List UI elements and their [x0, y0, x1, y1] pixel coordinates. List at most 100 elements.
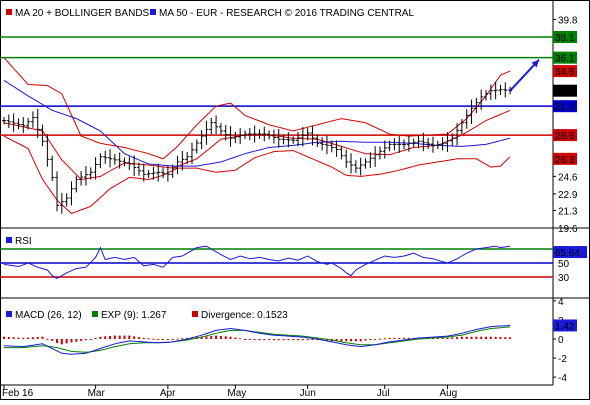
macd-divergence-bar [383, 338, 386, 340]
bollinger-upper-line [3, 57, 511, 160]
macd-divergence-bar [186, 337, 189, 339]
price-tick-label: 21.3 [558, 206, 578, 217]
macd-divergence-bar [234, 337, 237, 339]
macd-divergence-bar [253, 339, 256, 340]
macd-divergence-bar [268, 339, 271, 341]
macd-divergence-bar [494, 336, 497, 339]
price-legend-label: MA 50 - EUR - RESEARCH © 2016 TRADING CE… [159, 8, 414, 19]
macd-divergence-bar [239, 338, 242, 340]
macd-tick-label: 0 [558, 335, 564, 346]
price-level-tag-box [553, 152, 577, 165]
macd-divergence-bar [65, 339, 68, 344]
macd-divergence-bar [162, 339, 165, 340]
macd-divergence-bar [157, 339, 160, 340]
last-price-box [553, 84, 577, 97]
macd-divergence-bar [335, 339, 338, 342]
price-tick-label: 24.6 [558, 172, 578, 183]
price-level-tag-box [553, 100, 577, 113]
macd-divergence-bar [46, 338, 49, 340]
macd-divergence-bar [89, 339, 92, 340]
macd-divergence-bar [311, 339, 314, 341]
macd-divergence-bar [460, 336, 463, 339]
macd-divergence-bar [142, 337, 145, 339]
macd-last-box [553, 319, 577, 332]
macd-legend-swatch [192, 311, 198, 317]
macd-divergence-bar [359, 339, 362, 342]
macd-divergence-bar [374, 339, 377, 340]
macd-legend-label: Divergence: 0.1523 [201, 310, 288, 321]
macd-divergence-bar [36, 336, 39, 339]
macd-divergence-bar [350, 339, 353, 342]
bollinger-lower-line [3, 135, 511, 215]
macd-divergence-bar [301, 339, 304, 341]
macd-divergence-bar [306, 339, 309, 341]
macd-exp-line [4, 326, 511, 353]
macd-divergence-bar [166, 339, 169, 340]
price-level-tag-label: 26.3 [555, 155, 575, 166]
macd-divergence-bar [80, 339, 83, 341]
macd-divergence-bar [499, 336, 502, 339]
rsi-tick-label: 30 [558, 273, 570, 284]
macd-divergence-bar [398, 337, 401, 339]
rsi-last-label: 65.64 [555, 248, 580, 259]
macd-divergence-bar [17, 337, 20, 339]
macd-divergence-bar [325, 339, 328, 341]
macd-divergence-bar [340, 339, 343, 342]
macd-divergence-bar [287, 339, 290, 341]
macd-divergence-bar [56, 339, 59, 344]
macd-divergence-bar [258, 339, 261, 341]
price-level-tag-label: 31.4 [555, 102, 575, 113]
macd-divergence-bar [451, 337, 454, 339]
macd-divergence-bar [378, 338, 381, 340]
macd-divergence-bar [465, 336, 468, 339]
macd-divergence-bar [27, 337, 30, 339]
macd-divergence-bar [244, 339, 246, 340]
macd-divergence-bar [3, 336, 5, 339]
rsi-legend-label: RSI [15, 236, 32, 247]
macd-divergence-bar [345, 339, 348, 342]
x-tick-label: May [227, 388, 246, 399]
macd-divergence-bar [297, 339, 300, 341]
price-legend-swatch [150, 9, 156, 15]
macd-legend-label: MACD (26, 12) [15, 310, 82, 321]
macd-legend-label: EXP (9): 1.267 [101, 310, 167, 321]
price-level-tag-box [553, 51, 577, 64]
macd-divergence-bar [51, 339, 54, 341]
macd-divergence-bar [248, 339, 251, 340]
macd-divergence-bar [436, 337, 439, 339]
x-tick-label: Jun [300, 388, 316, 399]
macd-divergence-bar [113, 335, 116, 339]
macd-divergence-bar [388, 337, 391, 339]
macd-divergence-bar [446, 337, 449, 339]
x-tick-label: Jul [377, 388, 390, 399]
ma20-line [3, 109, 511, 181]
macd-divergence-bar [485, 336, 487, 339]
macd-divergence-bar [224, 336, 227, 339]
macd-divergence-bar [200, 336, 203, 339]
macd-divergence-bar [509, 337, 512, 339]
macd-tick-label: -4 [558, 373, 567, 384]
price-tick-label: 22.9 [558, 190, 578, 201]
macd-tick-label: 4 [558, 297, 564, 308]
price-level-tag-box [553, 65, 577, 78]
forecast-arrow-head [531, 59, 540, 68]
x-tick-label: Mar [88, 388, 106, 399]
macd-divergence-bar [137, 337, 140, 339]
macd-divergence-bar [470, 336, 473, 339]
macd-divergence-bar [133, 336, 136, 339]
macd-divergence-bar [12, 337, 15, 339]
rsi-tick-label: 50 [558, 259, 570, 270]
macd-divergence-bar [272, 339, 275, 341]
x-tick-label: Apr [160, 388, 176, 399]
macd-divergence-bar [403, 337, 406, 339]
last-price-label: 32.9 [555, 87, 575, 98]
price-level-tag-label: 36.1 [555, 54, 575, 65]
macd-divergence-bar [219, 335, 222, 339]
macd-divergence-bar [441, 337, 444, 339]
macd-divergence-bar [41, 336, 44, 339]
macd-divergence-bar [489, 336, 492, 339]
macd-divergence-bar [475, 336, 478, 339]
macd-divergence-bar [229, 336, 232, 339]
